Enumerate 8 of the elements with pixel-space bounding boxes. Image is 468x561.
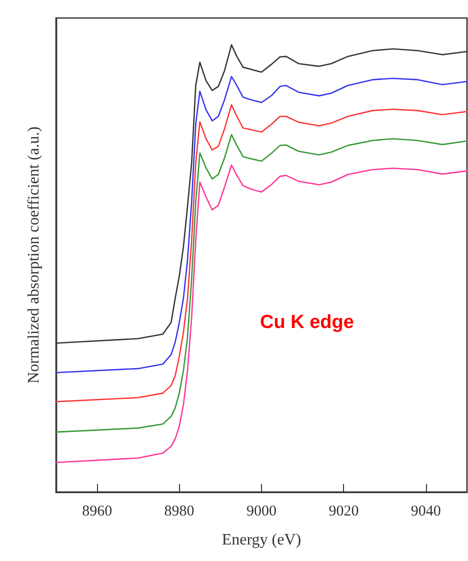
x-tick-label: 8980 — [164, 504, 194, 520]
x-tick-label: 8960 — [82, 504, 112, 520]
y-axis-title: Normalized absorption coefficient (a.u.) — [26, 126, 42, 384]
x-axis-title: Energy (eV) — [222, 532, 302, 548]
x-tick-label: 9020 — [328, 504, 359, 520]
annotation: Cu K edge — [260, 312, 354, 333]
x-tick-label: 9040 — [410, 504, 441, 520]
x-tick-label: 9000 — [246, 504, 276, 520]
